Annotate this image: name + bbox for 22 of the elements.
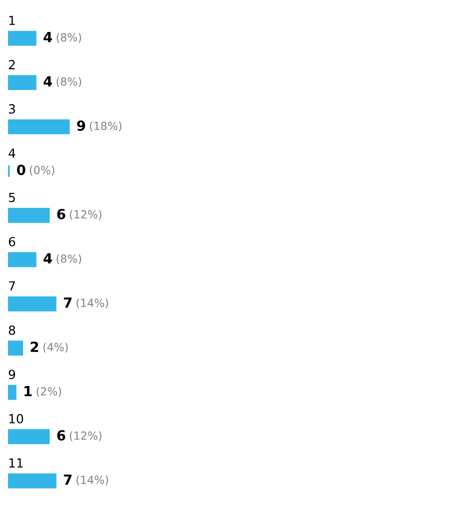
y-tick-label: 7: [9, 281, 15, 290]
y-tick-label: 11: [9, 458, 23, 468]
y-tick-label: 3: [8, 104, 15, 114]
y-tick-label: 2: [8, 60, 15, 70]
y-tick-label: 9: [8, 370, 16, 380]
data-label: 6 (12%): [57, 208, 102, 220]
data-label: 4 (8%): [44, 32, 82, 43]
y-tick-label: 8: [8, 325, 16, 335]
data-label: 1 (2%): [24, 386, 62, 397]
data-label: 7 (14%): [64, 298, 108, 308]
y-tick-label: 1: [9, 16, 15, 25]
data-label: 4 (8%): [44, 253, 82, 264]
y-tick-label: 5: [8, 192, 15, 202]
y-tick-label: 4: [8, 148, 16, 158]
y-tick-label: 6: [8, 236, 16, 246]
y-tick-label: 10: [9, 414, 24, 424]
data-label: 6 (12%): [57, 430, 102, 442]
data-label: 9 (18%): [77, 120, 122, 132]
data-label: 7 (14%): [64, 474, 108, 486]
data-label: 0 (0%): [16, 164, 54, 176]
data-label: 4 (8%): [44, 76, 82, 88]
data-label: 2 (4%): [30, 342, 68, 353]
